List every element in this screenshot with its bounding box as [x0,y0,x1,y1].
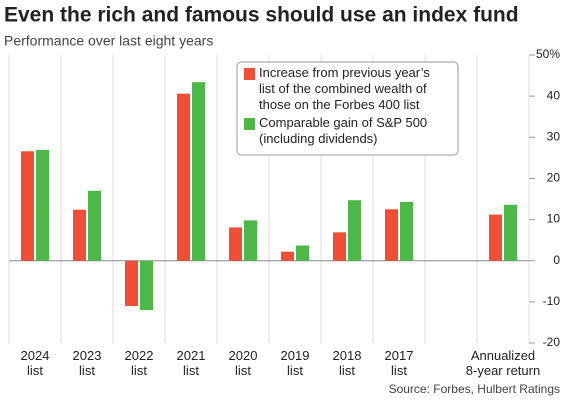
bar [177,93,190,261]
legend-swatch [244,118,255,130]
bar [504,204,517,261]
bar [229,227,242,261]
bar [21,151,34,261]
y-tick-label: 30 [547,129,561,143]
x-tick-label: Annualized 8-year return [466,348,540,378]
legend-label: Increase from previous year’s list of the… [259,65,430,112]
y-tick-label: 50% [536,47,560,61]
legend-box [236,61,459,156]
x-tick-label: 2019 list [281,348,310,378]
bar [348,200,361,261]
bar [192,82,205,261]
x-tick-label: 2017 list [385,348,414,378]
source: Source: Forbes, Hulbert Ratings [389,382,560,396]
x-tick-label: 2021 list [177,348,206,378]
bar [88,190,101,261]
chart-title: Even the rich and famous should use an i… [4,4,519,27]
bar [140,260,153,311]
legend-swatch [244,68,255,80]
chart-subtitle: Performance over last eight years [4,33,213,49]
bar [125,260,138,306]
bar [489,214,502,261]
bar [281,251,294,261]
x-tick-label: 2018 list [333,348,362,378]
x-tick-label: 2023 list [73,348,102,378]
x-tick-label: 2022 list [125,348,154,378]
y-tick-label: 0 [553,253,560,267]
bar [36,150,49,261]
bar [400,201,413,261]
y-tick-label: 40 [547,88,561,102]
bar [244,220,257,261]
legend-label: Comparable gain of S&P 500 (including div… [259,115,427,146]
bar [333,232,346,261]
bar [385,209,398,261]
x-tick-label: 2020 list [229,348,258,378]
x-tick-label: 2024 list [21,348,50,378]
y-tick-label: 10 [547,212,561,226]
y-tick-label: -20 [543,335,561,349]
bar [73,209,86,261]
legend: Increase from previous year’s list of the… [236,61,459,156]
y-tick-label: -10 [543,294,561,308]
bar [296,245,309,261]
y-tick-label: 20 [547,171,561,185]
